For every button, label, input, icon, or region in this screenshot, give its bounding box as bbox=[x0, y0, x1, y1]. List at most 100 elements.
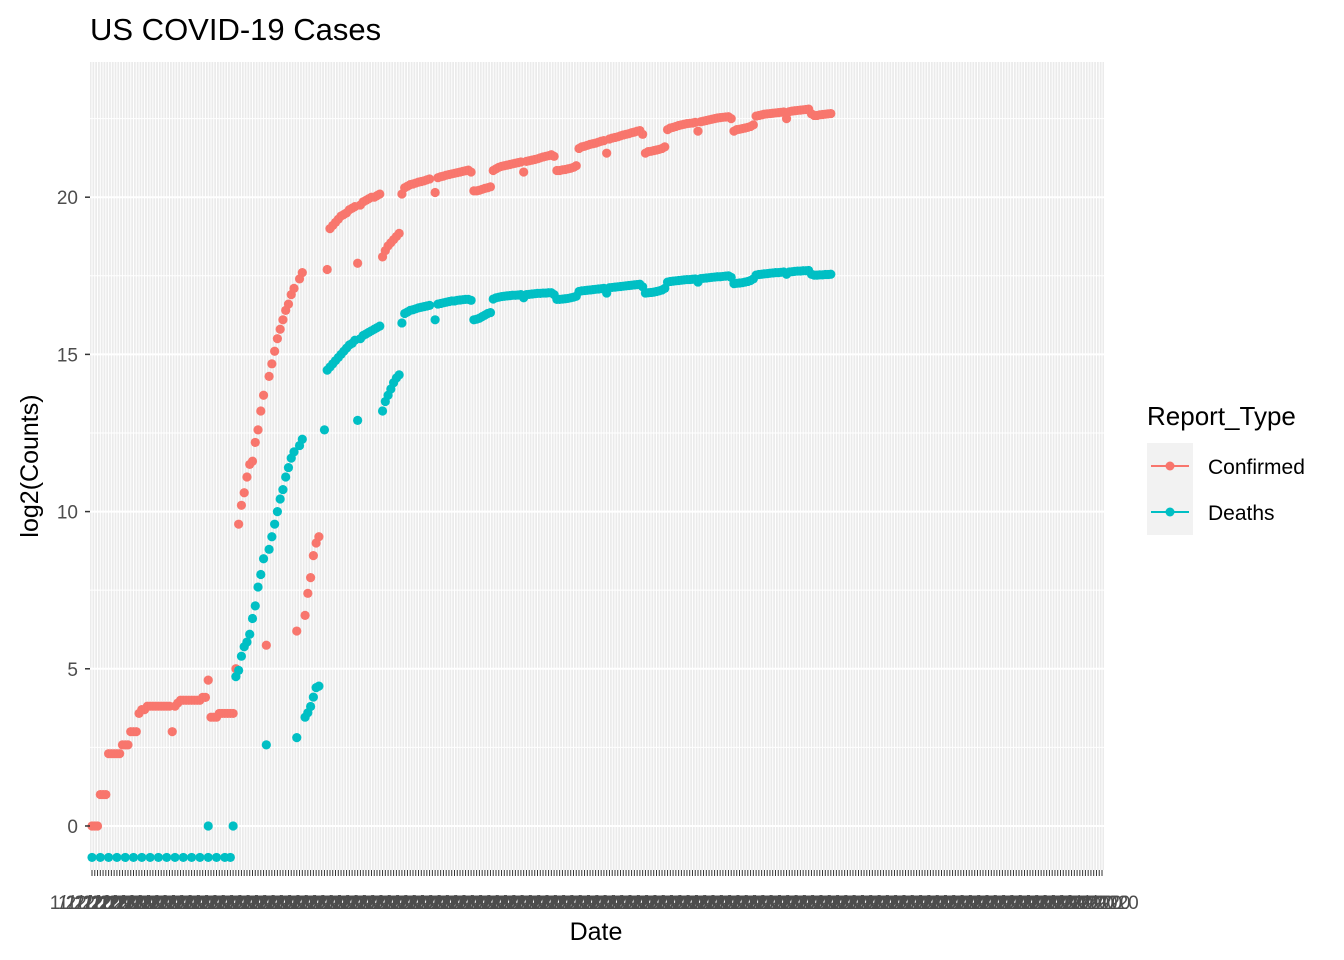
point-confirmed bbox=[297, 268, 307, 278]
x-tick-label: 1/22/2020 bbox=[955, 893, 1040, 914]
point-deaths bbox=[245, 629, 255, 639]
point-deaths bbox=[424, 300, 435, 310]
point-confirmed bbox=[203, 675, 213, 685]
legend-label-deaths: Deaths bbox=[1208, 502, 1275, 525]
point-deaths bbox=[145, 852, 155, 863]
x-tick-label: 1/22/2020 bbox=[166, 893, 251, 914]
x-tick-label: 1/22/2020 bbox=[241, 893, 326, 914]
x-tick-label: 1/22/2020 bbox=[1046, 893, 1131, 914]
x-tick-label: 1/22/2020 bbox=[863, 893, 948, 914]
x-tick-label: 1/22/2020 bbox=[780, 893, 865, 914]
x-tick-label: 1/22/2020 bbox=[971, 893, 1056, 914]
point-confirmed bbox=[549, 151, 559, 161]
series-deaths bbox=[87, 265, 836, 863]
legend: Report_Type Confirmed Deaths bbox=[1147, 401, 1305, 535]
point-confirmed bbox=[322, 264, 332, 275]
x-tick-label: 1/22/2020 bbox=[1038, 893, 1123, 914]
point-deaths bbox=[162, 852, 172, 863]
x-tick-label: 1/22/2020 bbox=[432, 893, 517, 914]
x-tick-label: 1/22/2020 bbox=[423, 893, 508, 914]
x-tick-label: 1/22/2020 bbox=[349, 893, 434, 914]
point-confirmed bbox=[289, 283, 299, 293]
x-tick-label: 1/22/2020 bbox=[407, 893, 492, 914]
point-confirmed bbox=[424, 174, 435, 184]
point-confirmed bbox=[200, 692, 211, 702]
chart-title: US COVID-19 Cases bbox=[90, 12, 381, 47]
x-tick-label: 1/22/2020 bbox=[91, 893, 176, 914]
point-deaths bbox=[128, 852, 139, 863]
x-tick-label: 1/22/2020 bbox=[473, 893, 558, 914]
point-deaths bbox=[112, 852, 122, 863]
point-confirmed bbox=[602, 148, 612, 158]
point-deaths bbox=[211, 852, 222, 863]
x-tick-label: 1/22/2020 bbox=[747, 893, 832, 914]
point-deaths bbox=[258, 554, 269, 564]
point-deaths bbox=[264, 544, 274, 554]
x-tick-label: 1/22/2020 bbox=[315, 893, 400, 914]
x-axis: 1/22/20201/22/20201/22/20201/22/20201/22… bbox=[50, 870, 1139, 914]
x-tick-label: 1/22/2020 bbox=[988, 893, 1073, 914]
x-tick-label: 1/22/2020 bbox=[50, 893, 135, 914]
x-tick-label: 1/22/2020 bbox=[1054, 893, 1139, 914]
point-confirmed bbox=[314, 532, 324, 542]
x-tick-label: 1/22/2020 bbox=[398, 893, 483, 914]
x-tick-label: 1/22/2020 bbox=[722, 893, 807, 914]
point-confirmed bbox=[242, 472, 252, 482]
point-deaths bbox=[283, 462, 294, 473]
point-deaths bbox=[104, 852, 114, 863]
x-tick-label: 1/22/2020 bbox=[274, 893, 359, 914]
point-confirmed bbox=[267, 359, 277, 369]
point-deaths bbox=[203, 821, 213, 831]
x-tick-label: 1/22/2020 bbox=[855, 893, 940, 914]
point-confirmed bbox=[131, 727, 141, 737]
x-tick-label: 1/22/2020 bbox=[672, 893, 757, 914]
point-confirmed bbox=[353, 258, 363, 268]
x-tick-label: 1/22/2020 bbox=[357, 893, 442, 914]
x-tick-label: 1/22/2020 bbox=[506, 893, 591, 914]
point-deaths bbox=[242, 637, 252, 647]
point-deaths bbox=[297, 434, 307, 444]
point-deaths bbox=[314, 681, 324, 691]
point-confirmed bbox=[239, 488, 249, 498]
x-tick-label: 1/22/2020 bbox=[905, 893, 990, 914]
x-tick-label: 1/22/2020 bbox=[689, 893, 774, 914]
y-tick-label: 5 bbox=[67, 660, 78, 681]
point-deaths bbox=[270, 519, 280, 529]
x-tick-label: 1/22/2020 bbox=[523, 893, 608, 914]
x-tick-label: 1/22/2020 bbox=[755, 893, 840, 914]
x-tick-label: 1/22/2020 bbox=[623, 893, 708, 914]
x-tick-label: 1/22/2020 bbox=[540, 893, 625, 914]
x-tick-label: 1/22/2020 bbox=[930, 893, 1015, 914]
y-axis-title: log2(Counts) bbox=[16, 394, 44, 537]
x-tick-label: 1/22/2020 bbox=[548, 893, 633, 914]
x-tick-label: 1/22/2020 bbox=[83, 893, 168, 914]
point-deaths bbox=[95, 852, 105, 863]
x-tick-label: 1/22/2020 bbox=[963, 893, 1048, 914]
x-tick-label: 1/22/2020 bbox=[282, 893, 367, 914]
x-tick-label: 1/22/2020 bbox=[249, 893, 334, 914]
x-axis-title: Date bbox=[570, 918, 623, 946]
x-tick-label: 1/22/2020 bbox=[183, 893, 268, 914]
point-confirmed bbox=[485, 182, 496, 192]
point-confirmed bbox=[394, 228, 404, 238]
point-deaths bbox=[153, 852, 164, 863]
x-tick-label: 1/22/2020 bbox=[216, 893, 301, 914]
point-deaths bbox=[195, 852, 205, 863]
point-deaths bbox=[308, 692, 318, 702]
point-deaths bbox=[137, 852, 147, 863]
x-tick-label: 1/22/2020 bbox=[872, 893, 957, 914]
x-tick-label: 1/22/2020 bbox=[465, 893, 550, 914]
x-tick-label: 1/22/2020 bbox=[1013, 893, 1098, 914]
point-deaths bbox=[120, 852, 130, 863]
point-confirmed bbox=[247, 456, 258, 466]
x-tick-label: 1/22/2020 bbox=[340, 893, 425, 914]
x-tick-label: 1/22/2020 bbox=[730, 893, 815, 914]
x-tick-label: 1/22/2020 bbox=[365, 893, 450, 914]
x-tick-label: 1/22/2020 bbox=[66, 893, 151, 914]
point-confirmed bbox=[748, 120, 758, 130]
legend-title: Report_Type bbox=[1147, 401, 1296, 431]
x-tick-label: 1/22/2020 bbox=[813, 893, 898, 914]
x-tick-label: 1/22/2020 bbox=[515, 893, 600, 914]
x-tick-label: 1/22/2020 bbox=[207, 893, 292, 914]
